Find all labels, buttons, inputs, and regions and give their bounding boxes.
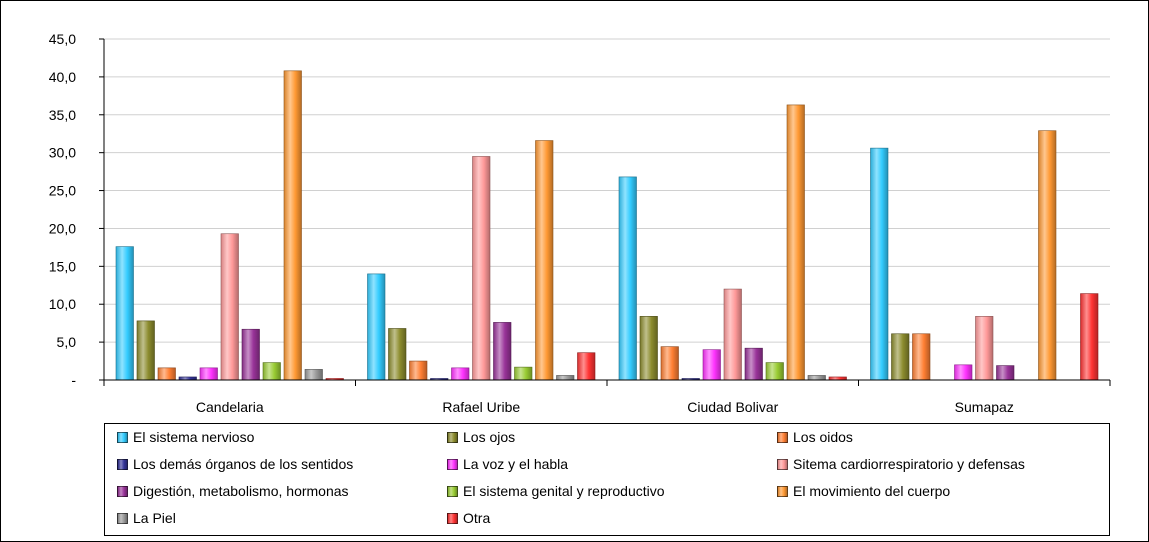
legend-swatch: [117, 512, 128, 524]
bar-el-sistema-nervioso-candelaria: [115, 246, 134, 381]
bar-los-oidos-rafael-uribe: [409, 360, 428, 381]
legend-item: Otra: [447, 510, 490, 526]
bar-digesti-n-metabolismo-hormonas-ciudad-bolivar: [744, 347, 763, 381]
legend-item: El movimiento del cuerpo: [777, 483, 950, 499]
bar-sitema-cardiorrespiratorio-y-defensas-sumapaz: [975, 316, 994, 381]
legend-swatch: [447, 485, 458, 497]
legend-item: Los demás órganos de los sentidos: [117, 456, 353, 472]
legend-item: Sitema cardiorrespiratorio y defensas: [777, 456, 1025, 472]
legend-label: El movimiento del cuerpo: [793, 483, 951, 499]
bar-digesti-n-metabolismo-hormonas-rafael-uribe: [493, 322, 512, 381]
bar-el-movimiento-del-cuerpo-sumapaz: [1038, 130, 1057, 381]
gridlines: [104, 38, 1110, 343]
bar-sitema-cardiorrespiratorio-y-defensas-ciudad-bolivar: [723, 288, 742, 381]
axes: [99, 38, 1111, 386]
bar-la-voz-y-el-habla-candelaria: [199, 367, 218, 381]
legend-swatch: [447, 431, 458, 443]
y-tick-label: 20,0: [49, 220, 76, 236]
legend-label: La Piel: [133, 510, 176, 526]
bars: [115, 70, 1099, 381]
bar-la-piel-ciudad-bolivar: [807, 375, 826, 381]
legend-swatch: [777, 485, 788, 497]
legend: El sistema nervioso Los ojos Los oidos Los …: [104, 423, 1110, 536]
bar-la-piel-candelaria: [304, 369, 323, 381]
legend-label: El sistema nervioso: [133, 429, 255, 445]
legend-item: Los oidos: [777, 429, 853, 445]
bar-el-sistema-nervioso-sumapaz: [870, 147, 889, 381]
legend-label: Los demás órganos de los sentidos: [133, 456, 354, 472]
legend-item: El sistema genital y reproductivo: [447, 483, 665, 499]
legend-label: Digestión, metabolismo, hormonas: [133, 483, 349, 499]
y-tick-label: 10,0: [49, 296, 76, 312]
bar-los-ojos-rafael-uribe: [388, 328, 407, 381]
bar-el-movimiento-del-cuerpo-ciudad-bolivar: [786, 104, 805, 381]
bar-el-movimiento-del-cuerpo-rafael-uribe: [535, 140, 554, 381]
y-tick-label: 15,0: [49, 258, 76, 274]
y-tick-label: 5,0: [57, 334, 77, 350]
legend-item: El sistema nervioso: [117, 429, 254, 445]
legend-label: La voz y el habla: [463, 456, 569, 472]
bar-digesti-n-metabolismo-hormonas-sumapaz: [996, 365, 1015, 381]
bar-sitema-cardiorrespiratorio-y-defensas-rafael-uribe: [472, 156, 491, 381]
x-tick-label: Ciudad Bolivar: [687, 399, 778, 415]
bar-los-ojos-ciudad-bolivar: [639, 316, 658, 381]
legend-item: Digestión, metabolismo, hormonas: [117, 483, 349, 499]
bar-los-ojos-candelaria: [136, 320, 155, 381]
legend-swatch: [777, 431, 788, 443]
bar-los-oidos-ciudad-bolivar: [660, 346, 679, 381]
x-axis-tick-labels: Candelaria Rafael Uribe Ciudad Bolivar Suma…: [196, 399, 1014, 415]
bar-la-voz-y-el-habla-sumapaz: [954, 364, 973, 381]
y-tick-label: 40,0: [49, 69, 76, 85]
bar-otra-rafael-uribe: [577, 352, 596, 381]
y-tick-label: 25,0: [49, 183, 76, 199]
bar-el-sistema-nervioso-rafael-uribe: [367, 273, 386, 381]
bar-el-sistema-genital-y-reproductivo-ciudad-bolivar: [765, 362, 784, 381]
bar-el-sistema-nervioso-ciudad-bolivar: [618, 176, 637, 381]
legend-label: El sistema genital y reproductivo: [463, 483, 665, 499]
bar-los-oidos-sumapaz: [912, 333, 931, 381]
bar-el-sistema-genital-y-reproductivo-rafael-uribe: [514, 366, 533, 381]
legend-swatch: [777, 458, 788, 470]
legend-label: Otra: [463, 510, 491, 526]
y-axis-tick-labels: - 5,0 10,0 15,0 20,0 25,0 30,0 35,0 40,0 45,0: [49, 31, 77, 388]
x-tick-label: Rafael Uribe: [442, 399, 520, 415]
bar-digesti-n-metabolismo-hormonas-candelaria: [241, 328, 260, 381]
legend-item: La voz y el habla: [447, 456, 568, 472]
bar-la-voz-y-el-habla-ciudad-bolivar: [702, 349, 721, 381]
y-tick-label: 45,0: [49, 31, 76, 47]
bar-otra-sumapaz: [1080, 293, 1099, 381]
legend-swatch: [117, 485, 128, 497]
bar-sitema-cardiorrespiratorio-y-defensas-candelaria: [220, 233, 239, 381]
legend-label: Los ojos: [463, 429, 516, 445]
legend-swatch: [447, 512, 458, 524]
x-tick-label: Candelaria: [196, 399, 264, 415]
y-tick-label: 30,0: [49, 145, 76, 161]
legend-item: Los ojos: [447, 429, 515, 445]
legend-item: La Piel: [117, 510, 176, 526]
plot-area: - 5,0 10,0 15,0 20,0 25,0 30,0 35,0 40,0 45,0 Can…: [49, 31, 1111, 415]
bar-los-oidos-candelaria: [157, 367, 176, 381]
legend-swatch: [117, 458, 128, 470]
x-tick-label: Sumapaz: [955, 399, 1014, 415]
bar-los-ojos-sumapaz: [891, 333, 910, 381]
legend-swatch: [117, 431, 128, 443]
y-tick-label: 35,0: [49, 107, 76, 123]
bar-el-movimiento-del-cuerpo-candelaria: [283, 70, 302, 381]
legend-label: Sitema cardiorrespiratorio y defensas: [793, 456, 1025, 472]
legend-label: Los oidos: [793, 429, 853, 445]
legend-swatch: [447, 458, 458, 470]
bar-el-sistema-genital-y-reproductivo-candelaria: [262, 362, 281, 381]
bar-la-voz-y-el-habla-rafael-uribe: [451, 367, 470, 381]
bar-la-piel-rafael-uribe: [556, 375, 575, 381]
y-tick-label: -: [71, 372, 76, 388]
